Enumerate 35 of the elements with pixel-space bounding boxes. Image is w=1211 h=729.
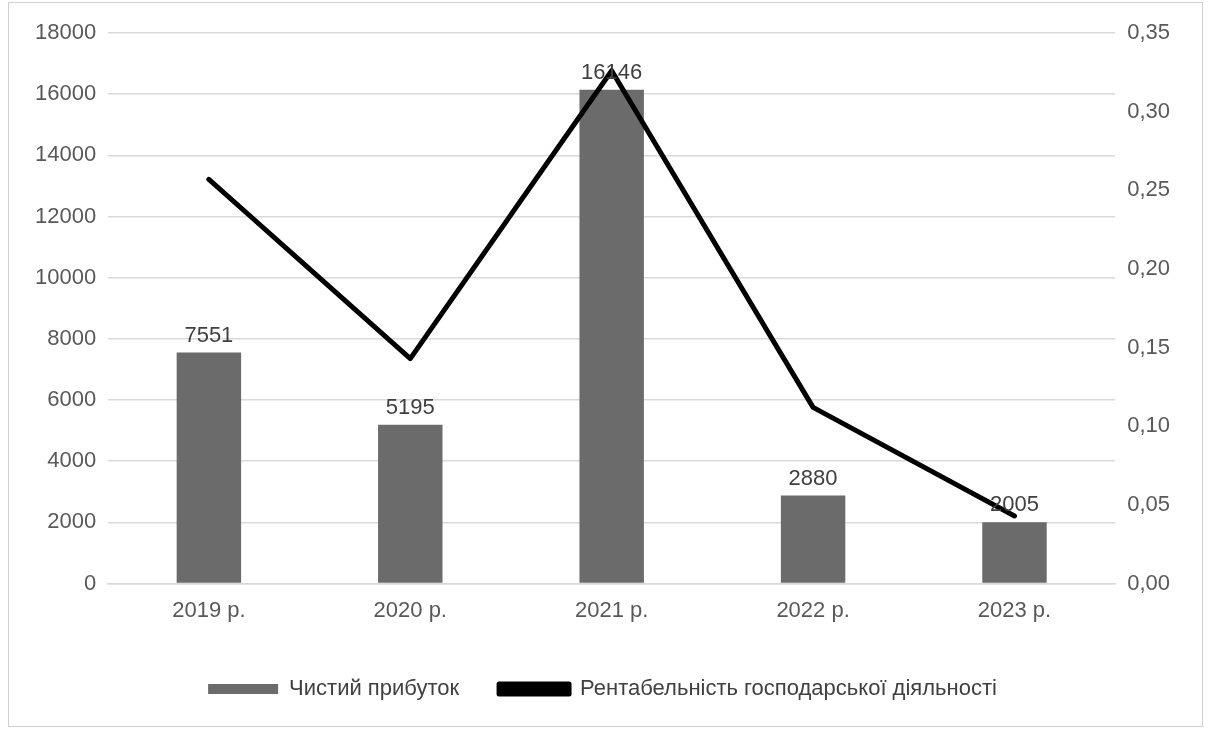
y-tick-label: 8000: [47, 324, 97, 350]
y-tick-label: 0: [83, 569, 97, 595]
x-tick-label: 2019 р.: [172, 596, 246, 622]
y-tick-label: 10000: [34, 263, 97, 289]
legend-label: Чистий прибуток: [289, 675, 460, 701]
y2-tick-label: 0,30: [1127, 97, 1171, 123]
y2-tick-label: 0,20: [1127, 255, 1171, 281]
data-label: 5195: [385, 393, 435, 419]
y-tick-label: 6000: [47, 386, 97, 412]
legend-label: Рентабельність господарської діяльності: [580, 675, 997, 701]
x-tick-label: 2020 р.: [373, 596, 447, 622]
data-label: 7551: [184, 321, 234, 347]
y-tick-label: 14000: [34, 141, 97, 167]
data-label: 2880: [788, 464, 838, 490]
x-tick-label: 2022 р.: [776, 596, 850, 622]
y2-tick-label: 0,15: [1127, 333, 1171, 359]
y2-tick-label: 0,35: [1127, 19, 1171, 45]
bar: [982, 522, 1047, 583]
y2-tick-label: 0,25: [1127, 176, 1171, 202]
y-tick-label: 16000: [34, 80, 97, 106]
x-tick-label: 2021 р.: [574, 596, 649, 622]
y-tick-label: 18000: [34, 19, 97, 45]
bar: [176, 352, 242, 583]
data-label: 2005: [990, 491, 1039, 517]
y2-tick-label: 0,00: [1127, 569, 1171, 595]
y-tick-label: 2000: [47, 508, 97, 534]
bar: [378, 424, 443, 583]
bar: [780, 495, 846, 583]
y2-tick-label: 0,05: [1127, 491, 1171, 517]
y-tick-label: 4000: [47, 447, 97, 473]
data-label: 16146: [581, 58, 643, 84]
bar: [579, 89, 644, 583]
y-tick-label: 12000: [34, 202, 97, 228]
x-tick-label: 2023 р.: [977, 596, 1052, 622]
y2-tick-label: 0,10: [1127, 412, 1171, 438]
